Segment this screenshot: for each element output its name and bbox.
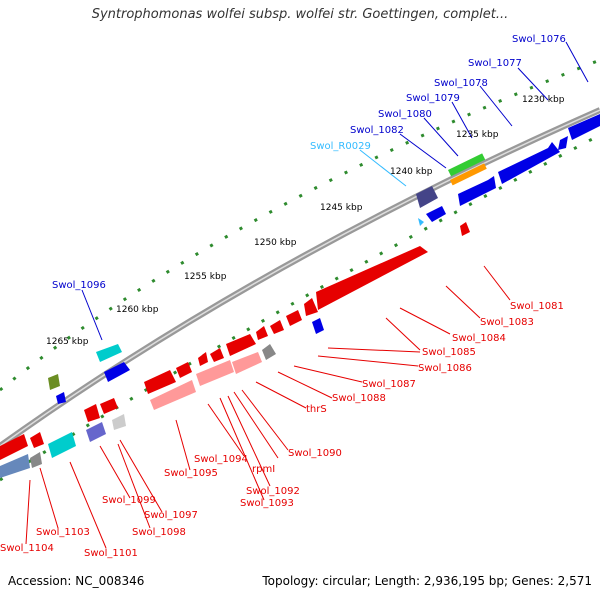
gene-label: Swol_1076 [512,34,566,45]
gene-label: Swol_1079 [406,93,460,104]
gene-swol-1103-b[interactable] [30,452,42,468]
gene-label: Swol_1094 [194,454,248,465]
gene-label: Swol_1083 [480,317,534,328]
gene-olive[interactable] [48,374,60,390]
gene-label: Swol_1087 [362,379,416,390]
genome-summary-text: Topology: circular; Length: 2,936,195 bp… [262,574,592,588]
gene-label: Swol_1088 [332,393,386,404]
tick-track-inner [0,133,600,482]
gene-block-1240[interactable] [426,206,446,222]
scale-label: 1235 kbp [456,130,499,140]
gene-rpmi[interactable] [198,352,208,366]
gene-swol-1094[interactable] [176,362,192,378]
gene-label: Swol_1086 [418,363,472,374]
gene-swol-1080-orange[interactable] [450,163,487,186]
gene-label: Swol_1085 [422,347,476,358]
gene-label: Swol_1081 [510,301,564,312]
gene-swol-1104-b[interactable] [0,454,30,478]
leader-lines-bottom [25,265,511,549]
scale-labels: 1230 kbp 1235 kbp 1240 kbp 1245 kbp 1250… [46,95,565,347]
gene-swol-1099-b[interactable] [86,422,106,442]
tick-track-outer [0,58,600,392]
gene-label: Swol_1095 [164,468,218,479]
gene-labels-top: Swol_1076 Swol_1077 Swol_1078 Swol_1079 … [52,34,566,291]
gene-swol-1081[interactable] [460,222,470,236]
gene-swol-1092[interactable] [196,360,234,386]
gene-swol-1086-b[interactable] [312,318,324,334]
gene-swol-1085[interactable] [286,310,302,326]
gene-label: Swol_1101 [84,548,138,559]
genome-backbone [0,107,600,449]
gene-label: Swol_1096 [52,280,106,291]
gene-swol-1078[interactable] [498,142,560,184]
accession-text: Accession: NC_008346 [8,574,145,588]
gene-label: Swol_1098 [132,527,186,538]
scale-label: 1240 kbp [390,167,433,177]
reverse-genes [0,222,470,478]
scale-label: 1265 kbp [46,337,89,347]
gene-swol-1097[interactable] [100,398,118,414]
gene-swol-1093[interactable] [232,352,262,374]
gene-label: thrS [306,404,327,415]
gene-label: Swol_1103 [36,527,90,538]
gene-label: rpmI [252,464,275,475]
gene-label: Swol_1077 [468,58,522,69]
gene-label: Swol_1093 [240,498,294,509]
gene-swol-1079[interactable] [458,176,496,206]
gene-label: Swol_R0029 [310,141,371,152]
scale-label: 1255 kbp [184,272,227,282]
gene-swol-1098[interactable] [112,414,126,430]
gene-swol-1076[interactable] [568,114,600,140]
gene-label: Swol_1099 [102,495,156,506]
gene-small-blue[interactable] [56,392,66,404]
gene-label: Swol_1090 [288,448,342,459]
gene-label: Swol_1104 [0,543,54,554]
gene-swol-1080-green[interactable] [447,153,486,177]
genome-backbone-highlight [0,109,600,447]
leader-lines-top [81,41,589,341]
gene-swol-1082[interactable] [416,186,438,208]
gene-swol-1077[interactable] [558,136,568,150]
gene-label: Swol_1082 [350,125,404,136]
gene-swol-1099[interactable] [84,404,100,422]
gene-label: Swol_1084 [452,333,506,344]
gene-swol-1096-b[interactable] [104,362,130,382]
gene-swol-1083[interactable] [316,246,428,310]
map-title: Syntrophomonas wolfei subsp. wolfei str.… [91,7,509,22]
gene-swol-1087[interactable] [256,326,268,340]
gene-thrs[interactable] [262,344,276,360]
gene-swol-1095-b[interactable] [150,380,196,410]
gene-swol-1096[interactable] [96,344,122,362]
scale-label: 1230 kbp [522,95,565,105]
gene-swol-1104[interactable] [0,434,28,460]
scale-label: 1260 kbp [116,305,159,315]
forward-genes [48,114,600,404]
gene-label: Swol_1092 [246,486,300,497]
gene-swol-1095[interactable] [144,370,176,394]
gene-swol-r0029[interactable] [418,218,424,226]
gene-swol-1103[interactable] [30,432,44,448]
gene-swol-1084[interactable] [304,298,318,316]
gene-label: Swol_1080 [378,109,432,120]
gene-swol-1086[interactable] [270,320,284,334]
gene-labels-bottom: Swol_1081 Swol_1083 Swol_1084 Swol_1085 … [0,301,564,559]
gene-label: Swol_1078 [434,78,488,89]
scale-label: 1250 kbp [254,238,297,248]
gene-swol-1090[interactable] [210,348,224,362]
gene-label: Swol_1097 [144,510,198,521]
gene-swol-1088[interactable] [226,334,256,356]
gene-swol-1101[interactable] [48,432,76,458]
scale-label: 1245 kbp [320,203,363,213]
